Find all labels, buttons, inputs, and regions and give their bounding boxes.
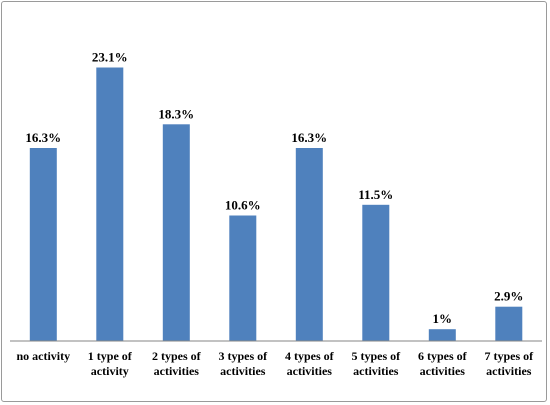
data-label-1: 23.1% xyxy=(92,50,128,65)
x-tick-label-4: 4 types of activities xyxy=(285,349,335,378)
data-label-6: 1% xyxy=(433,311,453,326)
x-tick-label-1: 1 type of activity xyxy=(88,349,133,378)
x-tick-label-line: activities xyxy=(287,364,333,378)
x-tick-label-line: activities xyxy=(353,364,399,378)
x-tick-label-line: 3 types of xyxy=(218,349,268,363)
x-tick-label-line: no activity xyxy=(16,349,70,363)
bar-1 xyxy=(96,67,124,341)
x-tick-label-6: 6 types of activities xyxy=(418,349,468,378)
bar-6 xyxy=(428,329,456,341)
bar-7 xyxy=(495,306,523,341)
x-tick-label-7: 7 types of activities xyxy=(484,349,534,378)
data-label-5: 11.5% xyxy=(358,187,393,202)
x-tick-label-line: 6 types of xyxy=(418,349,468,363)
data-label-7: 2.9% xyxy=(494,289,523,304)
bar-0 xyxy=(29,148,57,341)
data-label-4: 16.3% xyxy=(291,130,327,145)
data-label-0: 16.3% xyxy=(25,130,61,145)
x-tick-label-line: 1 type of xyxy=(88,349,133,363)
x-tick-label-line: activity xyxy=(91,364,129,378)
bar-5 xyxy=(362,204,390,341)
x-tick-label-3: 3 types of activities xyxy=(218,349,268,378)
bar-2 xyxy=(162,124,190,341)
x-tick-label-line: activities xyxy=(486,364,532,378)
bar-4 xyxy=(295,148,323,341)
data-label-3: 10.6% xyxy=(225,198,261,213)
x-tick-label-line: 4 types of xyxy=(285,349,335,363)
data-label-2: 18.3% xyxy=(158,106,194,121)
x-tick-label-line: activities xyxy=(220,364,266,378)
x-tick-label-line: 5 types of xyxy=(351,349,401,363)
x-tick-label-0: no activity xyxy=(16,349,70,363)
x-tick-label-5: 5 types of activities xyxy=(351,349,401,378)
bar-3 xyxy=(229,215,257,341)
x-tick-label-line: activities xyxy=(420,364,466,378)
x-tick-label-line: activities xyxy=(154,364,200,378)
x-tick-label-line: 7 types of xyxy=(484,349,534,363)
x-tick-label-2: 2 types of activities xyxy=(152,349,202,378)
x-tick-label-line: 2 types of xyxy=(152,349,202,363)
